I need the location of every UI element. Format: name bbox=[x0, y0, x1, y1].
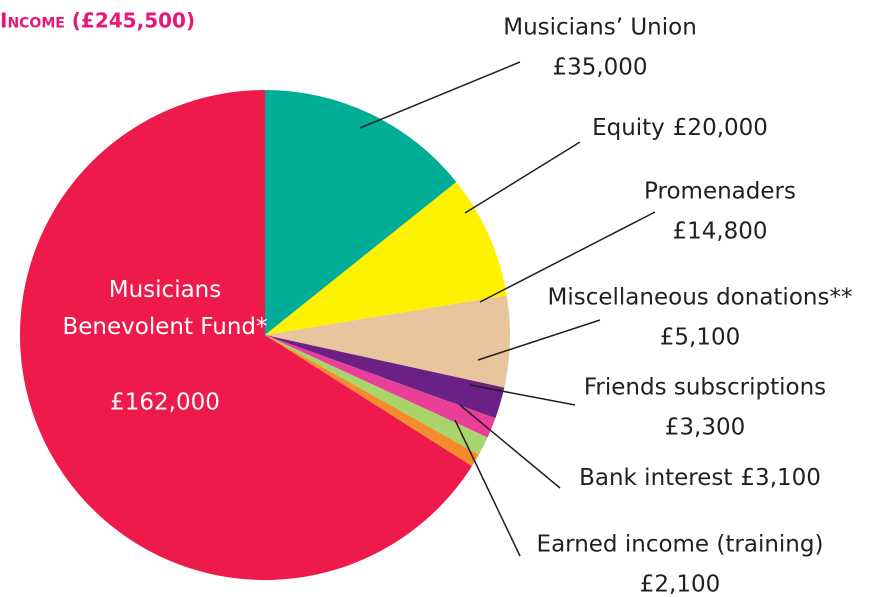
leader-line bbox=[477, 319, 601, 361]
leader-line bbox=[479, 211, 656, 303]
category-line: Benevolent Fund* bbox=[62, 314, 267, 340]
value-label: £5,100 bbox=[660, 325, 740, 351]
value-label: £35,000 bbox=[552, 55, 647, 81]
value-label: £2,100 bbox=[640, 572, 720, 597]
value-label: £162,000 bbox=[110, 390, 220, 416]
pie-slice bbox=[265, 335, 505, 419]
value-label: £3,300 bbox=[665, 415, 745, 441]
chart-title: Income (£245,500) bbox=[0, 9, 195, 33]
leader-line bbox=[459, 404, 561, 489]
pie-slice bbox=[265, 181, 507, 335]
pie-slice bbox=[265, 335, 488, 455]
pie-slice bbox=[19, 90, 472, 580]
category-label: Miscellaneous donations** bbox=[548, 285, 853, 311]
pie-slice bbox=[265, 335, 496, 438]
category-label: Earned income (training) bbox=[537, 532, 824, 558]
pie-slice bbox=[265, 295, 510, 388]
value-label: £14,800 bbox=[672, 219, 767, 245]
leader-line bbox=[469, 384, 576, 406]
category-label: Equity bbox=[592, 115, 665, 141]
value-label: £20,000 bbox=[673, 115, 768, 141]
slice-label: Bank interest £3,100 bbox=[579, 465, 821, 491]
leader-line bbox=[464, 141, 581, 214]
category-label: Bank interest bbox=[579, 465, 732, 491]
slice-label: Equity £20,000 bbox=[592, 115, 768, 141]
category-label: Friends subscriptions bbox=[584, 375, 826, 401]
pie-slice bbox=[265, 335, 479, 467]
category-label: Musicians’ Union bbox=[503, 15, 697, 41]
leader-line bbox=[359, 61, 521, 129]
pie-slice bbox=[265, 90, 457, 335]
leader-line bbox=[454, 419, 521, 557]
value-label: £3,100 bbox=[740, 465, 820, 491]
category-label: Musicians Benevolent Fund* bbox=[62, 277, 267, 340]
category-label: Promenaders bbox=[644, 179, 796, 205]
category-line: Musicians bbox=[109, 277, 221, 303]
